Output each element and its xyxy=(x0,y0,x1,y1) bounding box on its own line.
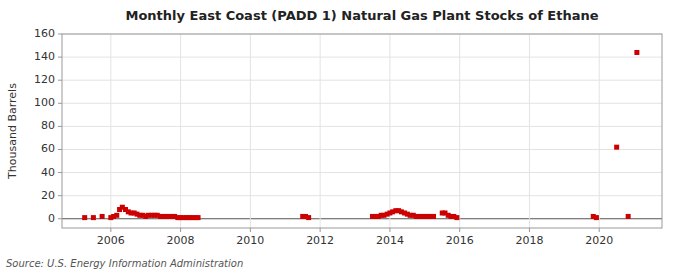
y-grid-line xyxy=(62,80,662,81)
y-tick-label: 20 xyxy=(41,189,55,202)
x-grid-line xyxy=(180,34,181,228)
x-grid-line xyxy=(599,34,600,228)
y-tick-label: 80 xyxy=(41,119,55,132)
plot-frame xyxy=(62,34,662,228)
x-tick-label: 2016 xyxy=(446,234,474,247)
source-note: Source: U.S. Energy Information Administ… xyxy=(6,258,243,269)
x-grid-line xyxy=(110,34,111,228)
y-grid-line xyxy=(62,57,662,58)
y-tick xyxy=(58,103,62,104)
y-grid-line xyxy=(62,172,662,173)
y-tick xyxy=(58,57,62,58)
point xyxy=(626,214,631,219)
y-tick xyxy=(58,172,62,173)
x-tick xyxy=(599,228,600,232)
point xyxy=(634,50,639,55)
x-tick-label: 2008 xyxy=(167,234,195,247)
x-tick xyxy=(459,228,460,232)
x-tick xyxy=(180,228,181,232)
y-tick xyxy=(58,126,62,127)
ticks: 0 20 40 60 80 100 120 140 160 2006 2008 2010 2012 201… xyxy=(34,27,613,247)
x-tick xyxy=(529,228,530,232)
y-tick-label: 40 xyxy=(41,166,55,179)
x-tick xyxy=(389,228,390,232)
point xyxy=(91,215,96,220)
x-grid-line xyxy=(529,34,530,228)
point xyxy=(306,215,311,220)
point xyxy=(431,214,436,219)
y-tick xyxy=(58,218,62,219)
points xyxy=(82,50,639,220)
x-tick-label: 2006 xyxy=(97,234,125,247)
x-tick-label: 2018 xyxy=(515,234,543,247)
y-tick-label: 140 xyxy=(34,50,55,63)
y-tick-label: 160 xyxy=(34,27,55,40)
x-tick-label: 2010 xyxy=(236,234,264,247)
y-tick-label: 120 xyxy=(34,73,55,86)
x-grid-line xyxy=(459,34,460,228)
grid xyxy=(62,34,662,228)
point xyxy=(614,145,619,150)
point xyxy=(454,215,459,220)
x-tick-label: 2012 xyxy=(306,234,334,247)
y-grid-line xyxy=(62,126,662,127)
point xyxy=(594,215,599,220)
x-grid-line xyxy=(250,34,251,228)
y-grid-line xyxy=(62,218,662,219)
title: Monthly East Coast (PADD 1) Natural Gas … xyxy=(125,8,598,23)
chart: 0 20 40 60 80 100 120 140 160 2006 2008 2010 2012 201… xyxy=(0,0,675,275)
x-tick xyxy=(320,228,321,232)
y-grid-line xyxy=(62,195,662,196)
y-tick-label: 0 xyxy=(48,212,55,225)
y-grid-line xyxy=(62,103,662,104)
point xyxy=(82,215,87,220)
y-axis-label: Thousand Barrels xyxy=(6,83,19,180)
y-tick xyxy=(58,34,62,35)
x-tick-label: 2014 xyxy=(376,234,404,247)
y-tick-label: 100 xyxy=(34,96,55,109)
x-tick-label: 2020 xyxy=(585,234,613,247)
y-tick xyxy=(58,195,62,196)
x-grid-line xyxy=(389,34,390,228)
x-grid-line xyxy=(320,34,321,228)
y-tick-label: 60 xyxy=(41,142,55,155)
point xyxy=(196,215,201,220)
point xyxy=(114,213,119,218)
y-grid-line xyxy=(62,149,662,150)
x-tick xyxy=(110,228,111,232)
x-tick xyxy=(250,228,251,232)
point xyxy=(100,214,105,219)
y-tick xyxy=(58,80,62,81)
y-tick xyxy=(58,149,62,150)
